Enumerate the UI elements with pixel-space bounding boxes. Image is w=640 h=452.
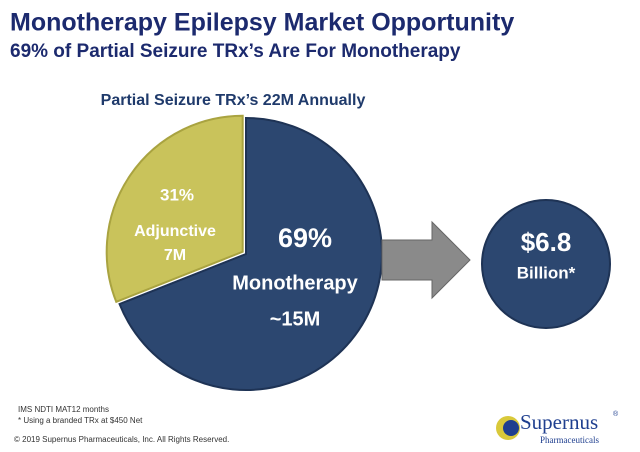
logo: Supernus ® Pharmaceuticals	[496, 410, 619, 445]
value-label: 31%	[160, 185, 194, 204]
arrow	[381, 220, 471, 300]
logo-name: Supernus	[520, 410, 598, 434]
slice-label: Adjunctive	[134, 223, 216, 240]
footnote: IMS NDTI MAT12 months	[18, 405, 109, 414]
subtitle: 69% of Partial Seizure TRx’s Are For Mon…	[10, 41, 461, 62]
callout-unit: Billion*	[517, 263, 576, 282]
callout-value: $6.8	[521, 227, 572, 257]
volume-label: 7M	[164, 247, 186, 264]
callout-circle	[481, 199, 611, 329]
slice-label: Monotherapy	[232, 272, 358, 294]
title: Monotherapy Epilepsy Market Opportunity	[10, 9, 514, 37]
logo-tagline: Pharmaceuticals	[540, 435, 599, 445]
pie-slice	[105, 114, 244, 304]
pie: 31% Adjunctive 7M 69% Monotherapy ~15M	[105, 114, 383, 391]
value-label: 69%	[278, 223, 332, 253]
chart-title: Partial Seizure TRx’s 22M Annually	[101, 92, 366, 109]
footnote: * Using a branded TRx at $450 Net	[18, 416, 143, 425]
logo-mark-core	[503, 420, 519, 436]
logo-reg: ®	[613, 410, 619, 418]
copyright: © 2019 Supernus Pharmaceuticals, Inc. Al…	[14, 435, 229, 444]
pie-slice	[118, 116, 383, 391]
volume-label: ~15M	[270, 308, 321, 330]
